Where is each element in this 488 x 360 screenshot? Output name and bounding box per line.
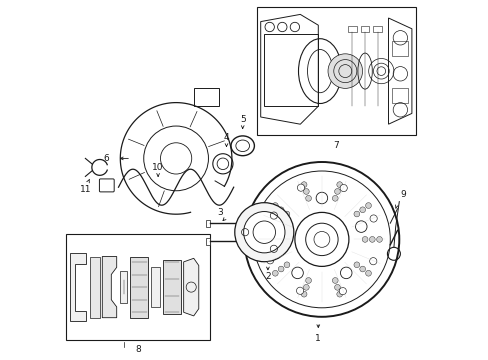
Polygon shape [102,257,117,318]
Text: 11: 11 [80,185,91,194]
Circle shape [353,211,359,217]
Circle shape [303,284,308,290]
Circle shape [336,291,342,297]
Polygon shape [130,257,148,318]
Bar [360,26,368,32]
Text: 2: 2 [264,272,270,281]
Circle shape [332,195,337,201]
Circle shape [212,154,232,174]
Text: 5: 5 [239,116,245,125]
Bar [264,34,318,106]
Polygon shape [70,253,86,321]
Text: 1: 1 [315,334,321,343]
Circle shape [369,258,376,265]
Circle shape [365,203,370,208]
Circle shape [332,278,337,283]
Circle shape [272,270,278,276]
Text: 10: 10 [152,163,163,172]
Bar [391,88,407,103]
Circle shape [365,270,370,276]
Bar [257,7,415,135]
Bar [347,26,356,32]
Circle shape [276,221,288,232]
Bar [120,271,127,303]
Circle shape [305,278,311,283]
Circle shape [339,288,346,295]
Circle shape [327,54,362,88]
Text: 8: 8 [135,345,141,354]
Bar [205,220,210,227]
Circle shape [296,287,303,294]
Text: 9: 9 [399,190,405,199]
Polygon shape [183,258,199,316]
Circle shape [297,184,304,191]
Text: 6: 6 [103,154,108,163]
Circle shape [305,195,311,201]
Bar [391,41,407,56]
Circle shape [266,257,273,264]
Circle shape [301,291,306,297]
Circle shape [359,207,365,213]
Circle shape [340,267,351,279]
Circle shape [278,207,284,213]
Circle shape [234,203,293,262]
Bar [66,234,210,340]
Circle shape [334,189,340,194]
Circle shape [353,262,359,268]
Circle shape [261,237,266,242]
Circle shape [316,192,327,204]
Circle shape [278,266,284,272]
Bar [373,26,381,32]
Polygon shape [163,260,181,314]
Circle shape [243,212,285,253]
Circle shape [369,215,376,222]
Circle shape [272,203,278,208]
Circle shape [284,211,289,217]
Circle shape [355,221,366,232]
Circle shape [291,267,303,279]
Circle shape [340,184,346,192]
Circle shape [359,266,365,272]
Circle shape [275,237,281,242]
Bar [89,257,100,318]
Circle shape [336,182,342,188]
Circle shape [334,284,340,290]
Bar [205,238,210,245]
Text: 7: 7 [333,141,339,150]
Circle shape [294,212,348,266]
Circle shape [303,189,308,194]
Circle shape [268,237,274,242]
Bar [151,267,160,307]
Circle shape [266,214,274,221]
Circle shape [368,237,374,242]
Circle shape [362,237,367,242]
Circle shape [253,171,389,308]
Text: 3: 3 [217,208,223,217]
Circle shape [244,162,399,317]
Circle shape [305,223,337,256]
Circle shape [301,182,306,188]
Circle shape [376,237,382,242]
Text: 4: 4 [223,134,229,143]
Circle shape [284,262,289,268]
